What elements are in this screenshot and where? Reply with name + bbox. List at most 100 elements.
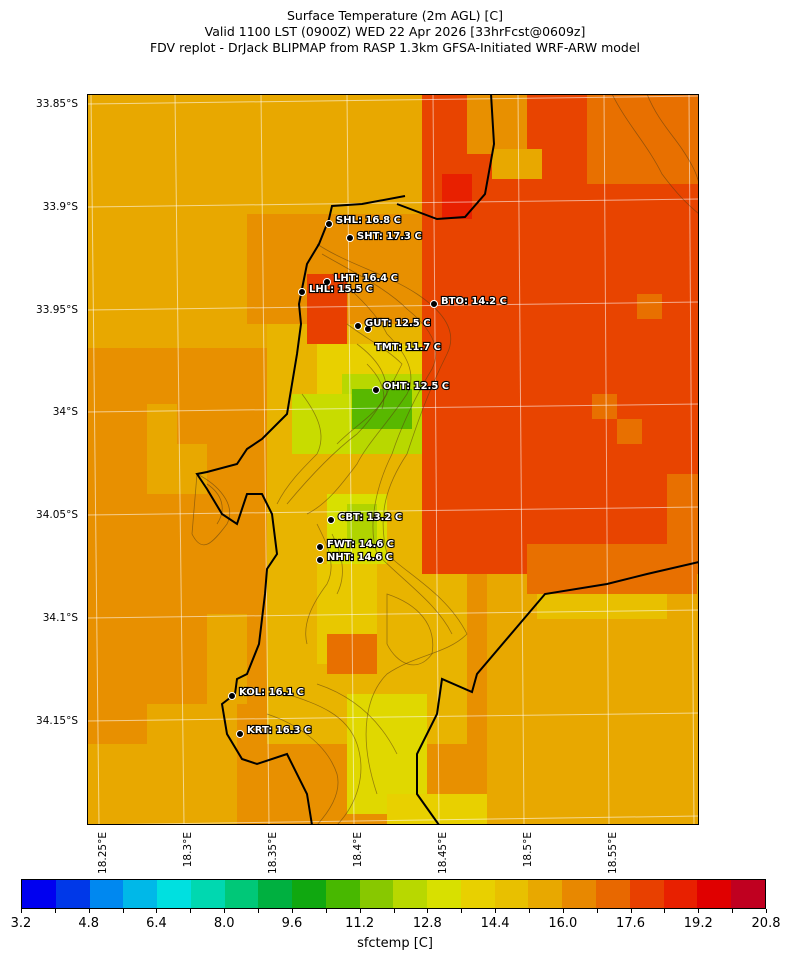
colorbar-segment [325,880,360,908]
colorbar-segment [562,880,597,908]
lat-label: 33.9°S [42,201,78,213]
station-marker-icon [325,220,333,228]
colorbar-tick [190,909,192,913]
colorbar-segment [123,880,158,908]
colorbar-tick [427,909,429,913]
colorbar-tick [461,909,463,913]
colorbar-tick [562,909,564,913]
colorbar-segment [629,880,664,908]
station-KRT[interactable]: KRT: 16.3 C [236,724,312,738]
colorbar-tick [528,909,530,913]
colorbar-tick-label: 9.6 [281,916,303,931]
colorbar-segment [157,880,191,908]
temperature-map: SHL: 16.8 C SHT: 17.3 C LHT: 16.4 C LHL:… [87,94,699,825]
colorbar-tick [224,909,226,913]
colorbar-tick [698,909,700,913]
station-marker-icon [354,322,362,330]
graticule [87,94,699,825]
station-label: KRT: 16.3 C [247,725,311,736]
colorbar-tick-label: 4.8 [78,916,100,931]
station-marker-icon [323,278,331,286]
station-label: OHT: 12.5 C [383,381,449,392]
station-marker-icon [372,386,380,394]
station-marker-icon [316,556,324,564]
lat-label: 33.95°S [36,304,78,316]
colorbar-tick-label: 20.8 [751,916,781,931]
colorbar-tick [393,909,395,913]
colorbar-segment [22,880,56,908]
colorbar-tick [630,909,632,913]
station-BTO[interactable]: BTO: 14.2 C [430,295,508,308]
station-marker-icon [430,300,438,308]
colorbar-tick [766,909,767,913]
station-label: TMT: 11.7 C [375,342,441,353]
title-line-1: Surface Temperature (2m AGL) [C] [286,8,504,23]
station-LHT[interactable]: LHT: 16.4 C [323,272,399,286]
terrain-contours [191,94,699,825]
colorbar-segment [359,880,394,908]
colorbar-tick [156,909,158,913]
station-marker-icon [228,692,236,700]
lon-label: 18.55°E [607,832,619,874]
station-label: FWT: 14.6 C [327,539,394,550]
colorbar-tick-label: 3.2 [10,916,32,931]
colorbar-segment [494,880,529,908]
colorbar-segment [731,880,765,908]
colorbar-tick [258,909,260,913]
colorbar-segment [427,880,461,908]
colorbar-segment [697,880,732,908]
station-label: KOL: 16.1 C [239,687,304,698]
station-marker-icon [364,325,372,333]
title-line-3: FDV replot - DrJack BLIPMAP from RASP 1.… [149,40,641,55]
lat-label: 34°S [52,406,78,418]
lat-label: 33.85°S [36,98,78,110]
colorbar-tick [122,909,124,913]
colorbar-tick [596,909,598,913]
station-KOL[interactable]: KOL: 16.1 C [228,686,305,700]
colorbar-tick-label: 19.2 [683,916,713,931]
station-label: BTO: 14.2 C [441,296,507,307]
station-label: NHT: 14.6 C [327,552,393,563]
plot-frame [87,94,699,825]
station-marker-icon [346,234,354,242]
colorbar-segment [258,880,293,908]
station-marker-icon [236,730,244,738]
station-marker-icon [327,516,335,524]
station-GUT[interactable]: GUT: 12.5 C [354,317,432,333]
station-FWT[interactable]: FWT: 14.6 C [316,538,395,551]
lon-label: 18.45°E [437,832,449,874]
colorbar-tick [325,909,327,913]
station-label: GUT: 12.5 C [365,318,431,329]
chart-title: Surface Temperature (2m AGL) [C] Valid 1… [0,8,790,56]
colorbar-tick [495,909,497,913]
colorbar-tick [359,909,361,913]
lat-label: 34.05°S [36,509,78,521]
station-SHT[interactable]: SHT: 17.3 C [346,230,423,243]
station-label: SHL: 16.8 C [336,215,401,226]
colorbar-segment [55,880,90,908]
station-TMT[interactable]: TMT: 11.7 C [374,341,442,354]
colorbar-tick [732,909,734,913]
colorbar [21,879,766,909]
colorbar-label: sfctemp [C] [357,936,433,951]
colorbar-tick-label: 17.6 [616,916,646,931]
colorbar-tick [54,909,56,913]
colorbar-tick-label: 14.4 [480,916,510,931]
station-marker-icon [316,543,324,551]
station-OHT[interactable]: OHT: 12.5 C [372,380,450,394]
colorbar-tick [21,909,22,913]
colorbar-segment [190,880,225,908]
colorbar-tick-label: 12.8 [412,916,442,931]
station-label: SHT: 17.3 C [357,231,422,242]
station-LHL[interactable]: LHL: 15.5 C [298,283,374,296]
station-SHL[interactable]: SHL: 16.8 C [325,214,402,228]
station-CBT[interactable]: CBT: 13.2 C [327,511,403,524]
lon-label: 18.4°E [352,832,364,868]
title-line-2: Valid 1100 LST (0900Z) WED 22 Apr 2026 [… [204,24,586,39]
colorbar-segment [528,880,563,908]
station-NHT[interactable]: NHT: 14.6 C [316,551,394,564]
station-label: LHL: 15.5 C [309,284,373,295]
colorbar-tick-label: 8.0 [213,916,235,931]
map-plot-area[interactable]: SHL: 16.8 C SHT: 17.3 C LHT: 16.4 C LHL:… [87,94,699,825]
colorbar-segment [393,880,428,908]
